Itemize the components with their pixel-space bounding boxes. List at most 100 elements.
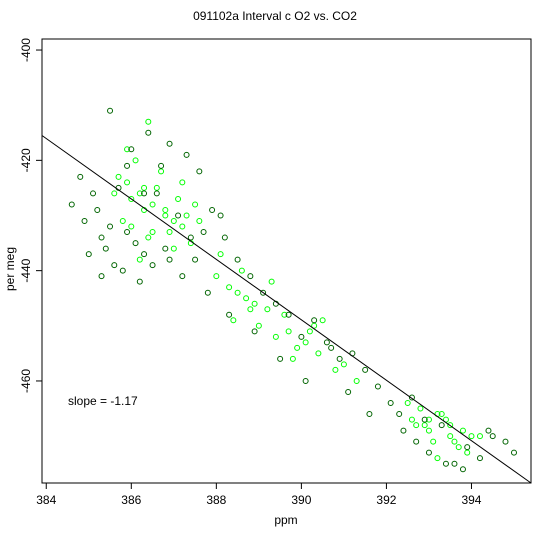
data-point [294,344,301,351]
data-point [438,411,445,418]
data-point [196,218,203,225]
data-point [119,218,126,225]
data-point [387,400,394,407]
data-point [128,223,135,230]
data-point [455,444,462,451]
data-point [119,267,126,274]
data-point [306,328,313,335]
data-point [234,256,241,263]
points-layer [68,107,517,473]
data-point [166,140,173,147]
data-point [166,229,173,236]
data-point [328,344,335,351]
x-tick-label: 392 [376,493,396,507]
data-point [170,218,177,225]
data-point [366,411,373,418]
data-point [234,289,241,296]
data-point [158,162,165,169]
data-point [141,251,148,258]
data-point [98,234,105,241]
data-point [510,449,517,456]
data-point [153,190,160,197]
data-point [260,289,267,296]
data-point [345,388,352,395]
data-point [213,273,220,280]
data-point [90,190,97,197]
data-point [179,223,186,230]
data-point [311,317,318,324]
x-tick-label: 388 [206,493,226,507]
data-point [374,383,381,390]
data-point [451,438,458,445]
data-point [421,416,428,423]
y-tick-label: -440 [19,258,33,282]
data-point [226,284,233,291]
data-point [396,411,403,418]
data-point [170,245,177,252]
plot-frame [41,38,532,484]
data-point [187,234,194,241]
data-point [302,377,309,384]
data-point [183,151,190,158]
data-point [459,427,466,434]
data-point [464,449,471,456]
data-point [485,427,492,434]
data-point [315,350,322,357]
data-point [217,212,224,219]
data-point [408,394,415,401]
data-point [238,267,245,274]
data-point [340,361,347,368]
data-point [217,251,224,258]
data-point [136,190,143,197]
data-point [124,146,131,153]
data-point [417,405,424,412]
data-point [251,328,258,335]
fit-line [41,135,532,484]
data-point [175,212,182,219]
data-point [247,306,254,313]
data-point [162,212,169,219]
data-point [319,317,326,324]
data-point [451,460,458,467]
data-point [149,201,156,208]
data-point [336,355,343,362]
data-point [115,173,122,180]
data-point [268,278,275,285]
data-point [353,377,360,384]
data-point [141,184,148,191]
data-point [476,433,483,440]
data-point [136,278,143,285]
data-point [111,190,118,197]
data-point [230,317,237,324]
data-point [200,229,207,236]
data-point [255,322,262,329]
data-point [277,355,284,362]
data-point [413,438,420,445]
data-point [128,146,135,153]
data-point [425,449,432,456]
data-point [85,251,92,258]
chart-title: 091102a Interval c O2 vs. CO2 [193,9,357,23]
data-point [408,416,415,423]
data-point [209,206,216,213]
data-point [132,240,139,247]
data-point [447,433,454,440]
data-point [425,416,432,423]
data-point [226,311,233,318]
data-point [162,206,169,213]
data-point [81,218,88,225]
data-point [141,190,148,197]
data-point [179,179,186,186]
slope-annotation: slope = -1.17 [68,394,138,408]
data-point [196,168,203,175]
y-axis: -400 -420 -440 -460 [19,38,42,393]
data-point [183,212,190,219]
data-point [98,273,105,280]
data-point [166,256,173,263]
data-point [447,422,454,429]
data-point [459,466,466,473]
data-point [285,311,292,318]
data-point [107,107,114,114]
data-point [476,455,483,462]
